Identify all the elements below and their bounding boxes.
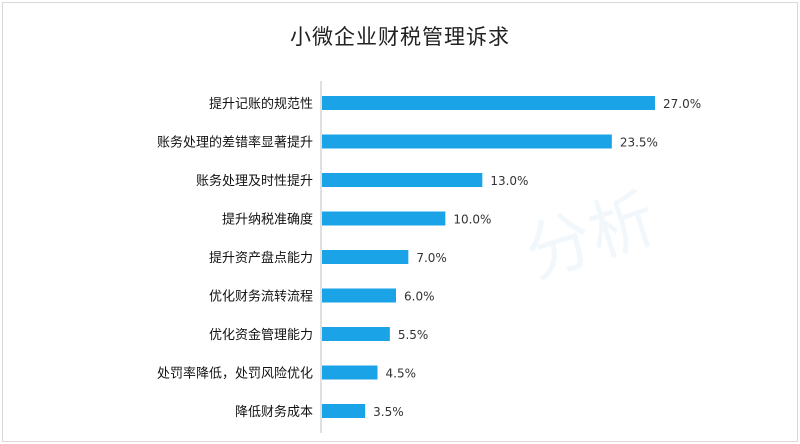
value-label: 5.5% [398, 328, 429, 342]
value-label: 6.0% [404, 290, 435, 304]
bar [322, 288, 396, 303]
bar [322, 134, 612, 149]
chart-title: 小微企业财税管理诉求 [290, 25, 510, 49]
category-label: 账务处理的差错率显著提升 [157, 135, 313, 151]
category-label: 降低财务成本 [235, 404, 313, 420]
category-label: 处罚率降低，处罚风险优化 [157, 366, 313, 382]
category-label: 提升纳税准确度 [222, 212, 313, 228]
value-label: 4.5% [386, 367, 417, 381]
bar [322, 404, 366, 418]
value-label: 23.5% [620, 136, 658, 150]
category-label: 提升资产盘点能力 [209, 250, 313, 266]
bar [322, 173, 483, 187]
value-label: 27.0% [663, 97, 701, 111]
value-label: 13.0% [490, 174, 528, 188]
category-label: 优化财务流转流程 [209, 289, 313, 305]
value-label: 10.0% [453, 213, 491, 227]
value-label: 3.5% [373, 405, 404, 419]
category-label: 提升记账的规范性 [209, 96, 313, 112]
category-label: 账务处理及时性提升 [196, 173, 313, 189]
category-label: 优化资金管理能力 [209, 327, 313, 343]
bar [322, 96, 655, 110]
bar [322, 327, 390, 341]
bar [322, 365, 378, 380]
bar-chart: 提升记账的规范性 27.0% 账务处理的差错率显著提升 23.5% 账务处理及时性提升 1… [157, 81, 701, 433]
bar [322, 250, 409, 264]
value-label: 7.0% [416, 251, 447, 265]
bar [322, 211, 446, 226]
